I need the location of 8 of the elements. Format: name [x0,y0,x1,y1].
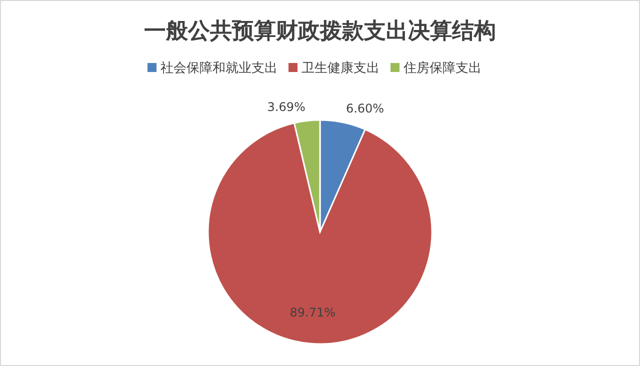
data-label: 6.60% [346,102,384,116]
legend-label: 住房保障支出 [402,60,482,76]
data-label: 89.71% [290,305,336,320]
chart-title: 一般公共预算财政拨款支出决算结构 [144,19,496,44]
legend-label: 社会保障和就业支出 [160,61,278,76]
pie-slice [207,122,433,345]
legend-label: 卫生健康支出 [302,61,380,76]
data-label: 3.69% [267,100,306,114]
